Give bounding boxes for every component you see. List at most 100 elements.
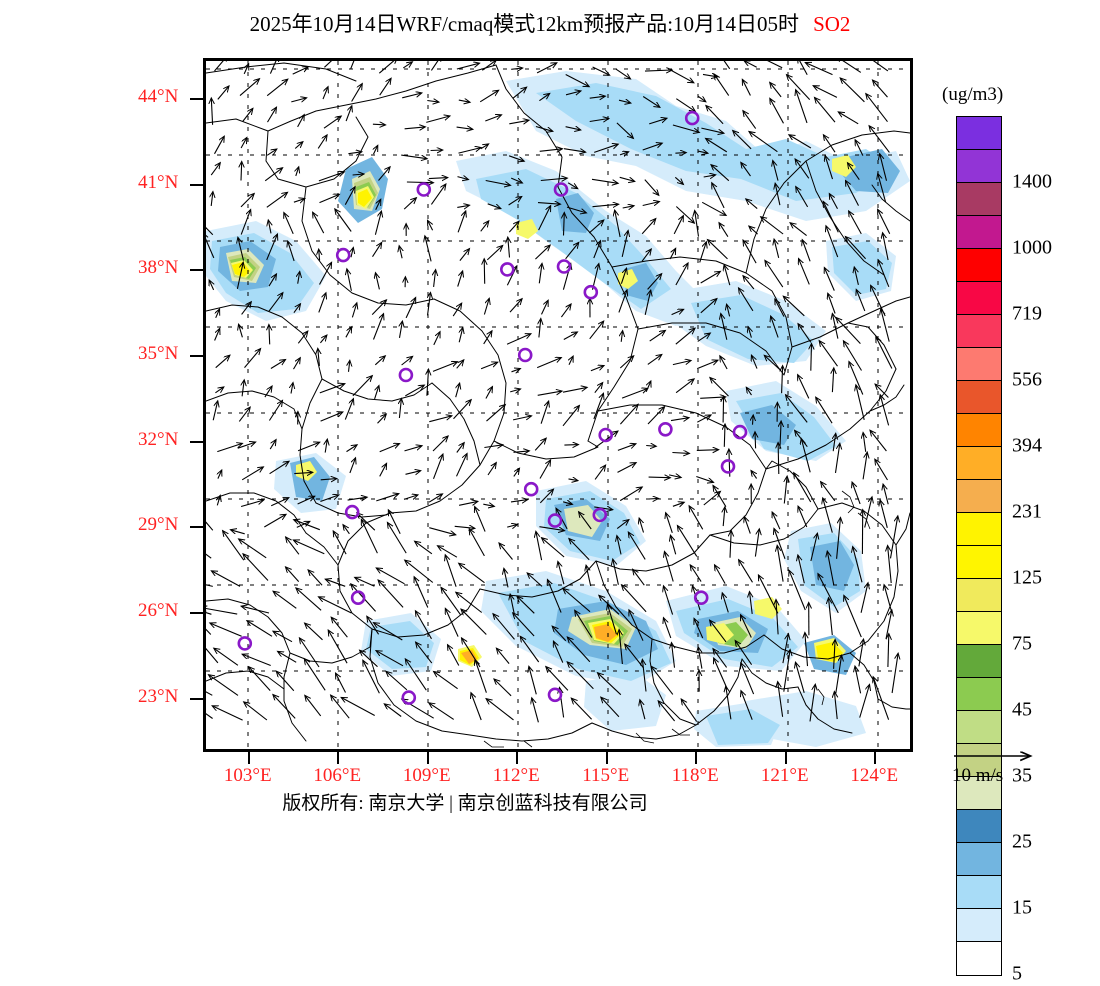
colorbar-band-13 <box>957 546 1001 579</box>
city-marker[interactable] <box>659 423 671 435</box>
colorbar-band-15 <box>957 612 1001 645</box>
wind-vector-arrow <box>380 78 391 95</box>
wind-vector-arrow <box>270 61 278 74</box>
colorbar-band-12 <box>957 513 1001 546</box>
wind-vector-arrow <box>231 530 245 534</box>
wind-vector-arrow <box>484 298 489 314</box>
colorbar-band-25 <box>957 942 1001 975</box>
lat-tick-mark <box>190 526 203 528</box>
title-main-text: 2025年10月14日WRF/cmaq模式12km预报产品:10月14日05时 <box>250 12 800 36</box>
wind-vector-arrow <box>670 70 693 83</box>
wind-vector-arrow <box>499 543 512 559</box>
city-marker[interactable] <box>549 689 561 701</box>
wind-vector-arrow <box>388 510 400 534</box>
city-marker[interactable] <box>337 249 349 261</box>
wind-vector-arrow <box>649 498 659 499</box>
wind-vector-arrow <box>770 83 781 97</box>
city-marker[interactable] <box>525 483 537 495</box>
wind-vector-arrow <box>355 578 375 587</box>
wind-vector-arrow <box>811 344 812 371</box>
wind-vector-arrow <box>448 645 459 666</box>
city-marker[interactable] <box>558 261 570 273</box>
wind-vector-arrow <box>433 362 457 372</box>
lat-tick-mark <box>190 698 203 700</box>
wind-vector-arrow <box>434 454 443 479</box>
city-marker[interactable] <box>239 637 251 649</box>
wind-vector-arrow <box>542 300 549 314</box>
lon-tick-mark <box>337 752 339 764</box>
wind-vector-arrow <box>459 328 463 343</box>
city-marker[interactable] <box>400 369 412 381</box>
wind-vector-arrow <box>459 563 485 582</box>
wind-vector-arrow <box>537 63 557 73</box>
lat-tick-mark <box>190 441 203 443</box>
wind-vector-arrow <box>672 453 689 454</box>
colorbar-label-125: 125 <box>1012 567 1042 590</box>
wind-vector-arrow <box>666 513 673 533</box>
lat-tick-mark <box>190 612 203 614</box>
wind-vector-arrow <box>300 638 320 667</box>
wind-vector-arrow <box>457 63 480 69</box>
wind-vector-arrow <box>863 452 867 479</box>
wind-vector-arrow <box>774 239 779 258</box>
wind-vector-arrow <box>538 391 562 395</box>
wind-vector-arrow <box>346 327 352 337</box>
wind-vector-arrow <box>815 98 835 123</box>
wind-vector-arrow <box>405 446 422 451</box>
wind-vector-arrow <box>620 177 635 181</box>
city-marker[interactable] <box>519 349 531 361</box>
wind-vector-arrow <box>347 445 358 452</box>
wind-vector-arrow <box>308 570 322 585</box>
wind-vector-arrow <box>645 70 672 71</box>
wind-vector-arrow <box>241 162 242 181</box>
wind-vector-arrow <box>650 331 666 342</box>
wind-vector-arrow <box>305 623 323 640</box>
city-marker[interactable] <box>600 429 612 441</box>
wind-vector-arrow <box>621 331 622 342</box>
city-marker[interactable] <box>722 460 734 472</box>
colorbar-band-23 <box>957 876 1001 909</box>
wind-vector-arrow <box>324 116 341 128</box>
wind-vector-arrow <box>618 463 637 473</box>
wind-vector-arrow <box>892 653 898 693</box>
wind-vector-arrow <box>676 379 694 393</box>
wind-vector-arrow <box>321 412 343 421</box>
wind-vector-arrow <box>427 101 439 103</box>
wind-vector-arrow <box>507 525 517 528</box>
wind-vector-arrow <box>594 393 604 419</box>
wind-scale-legend: 10 m/s <box>952 745 1092 787</box>
colorbar-label-556: 556 <box>1012 369 1042 392</box>
wind-vector-arrow <box>457 443 464 453</box>
wind-vector-arrow <box>849 362 863 395</box>
city-marker[interactable] <box>403 692 415 704</box>
wind-vector-arrow <box>206 706 213 719</box>
colorbar-band-10 <box>957 447 1001 480</box>
city-marker[interactable] <box>418 184 430 196</box>
city-marker[interactable] <box>346 506 358 518</box>
city-marker[interactable] <box>352 592 364 604</box>
wind-vector-arrow <box>645 180 659 196</box>
wind-vector-arrow <box>374 146 378 155</box>
colorbar-label-25: 25 <box>1012 831 1032 854</box>
wind-vector-arrow <box>206 543 211 558</box>
wind-vector-arrow <box>242 380 244 396</box>
wind-vector-arrow <box>457 205 469 207</box>
wind-vector-arrow <box>249 667 271 691</box>
colorbar-band-0 <box>957 117 1001 150</box>
wind-vector-arrow <box>749 226 758 234</box>
colorbar-band-16 <box>957 645 1001 678</box>
city-marker[interactable] <box>585 286 597 298</box>
wind-vector-arrow <box>296 588 321 610</box>
wind-vector-arrow <box>212 706 242 720</box>
wind-vector-arrow <box>883 484 888 504</box>
map-plot-area[interactable] <box>203 58 913 752</box>
wind-vector-arrow <box>802 240 810 261</box>
wind-vector-arrow <box>876 337 892 369</box>
wind-vector-arrow <box>378 414 387 423</box>
lon-tick-mark <box>427 752 429 764</box>
wind-vector-arrow <box>238 442 256 448</box>
wind-vector-arrow <box>206 608 237 615</box>
colorbar-band-17 <box>957 678 1001 711</box>
city-marker[interactable] <box>501 263 513 275</box>
wind-vector-arrow <box>700 397 725 398</box>
